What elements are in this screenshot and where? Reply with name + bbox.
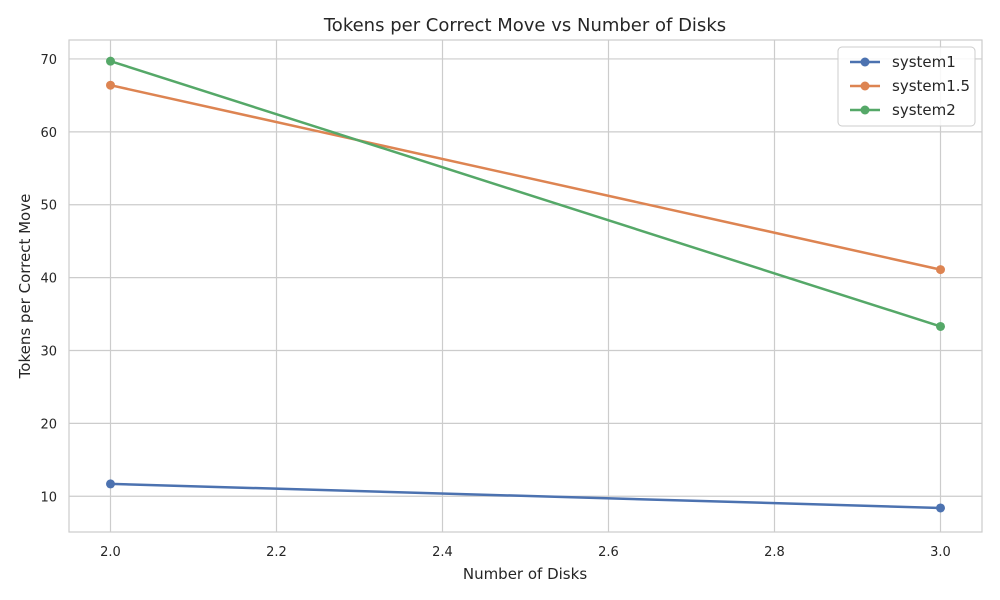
legend-item-system1.5: system1.5 [850,77,970,95]
legend-swatch-marker [860,57,870,67]
legend-label: system2 [892,101,956,119]
data-point-system1 [936,503,945,513]
gridlines [69,40,982,532]
legend-label: system1.5 [892,77,970,95]
chart-title: Tokens per Correct Move vs Number of Dis… [323,15,726,36]
series-line-system1 [109,482,942,510]
legend: system1 system1.5 system2 [837,46,976,127]
legend-item-system1: system1 [850,53,956,71]
series-layer [106,56,945,513]
x-axis-label: Number of Disks [463,565,587,583]
data-point-system2 [106,56,115,66]
legend-box [837,46,976,127]
data-point-system1 [106,479,115,489]
x-tick-label: 3.0 [930,545,951,560]
data-point-system2 [936,321,945,331]
y-axis-label: Tokens per Correct Move [16,194,34,380]
y-tick-label: 70 [40,53,57,68]
y-tick-label: 60 [40,126,57,141]
data-point-system1.5 [106,80,115,90]
y-tick-label: 20 [40,417,57,432]
series-system1 [106,479,945,513]
x-tick-label: 2.6 [598,545,619,560]
y-tick-label: 40 [40,272,57,287]
x-tick-label: 2.0 [100,545,121,560]
x-tick-label: 2.4 [432,545,453,560]
y-axis-ticks: 10 20 30 40 50 60 70 [40,53,57,505]
x-tick-label: 2.8 [764,545,785,560]
series-system2 [106,56,945,331]
legend-item-system2: system2 [850,101,956,119]
series-line-system1.5 [109,83,942,271]
legend-swatch-marker [860,81,870,91]
legend-label: system1 [892,53,956,71]
plot-area-frame [68,39,983,533]
series-system1.5 [106,80,945,275]
x-axis-ticks: 2.0 2.2 2.4 2.6 2.8 3.0 [100,545,951,560]
legend-swatch-marker [860,105,870,115]
y-tick-label: 30 [40,345,57,360]
data-point-system1.5 [936,265,945,275]
series-line-system2 [109,59,942,328]
x-tick-label: 2.2 [266,545,287,560]
y-tick-label: 50 [40,199,57,214]
y-tick-label: 10 [40,490,57,505]
